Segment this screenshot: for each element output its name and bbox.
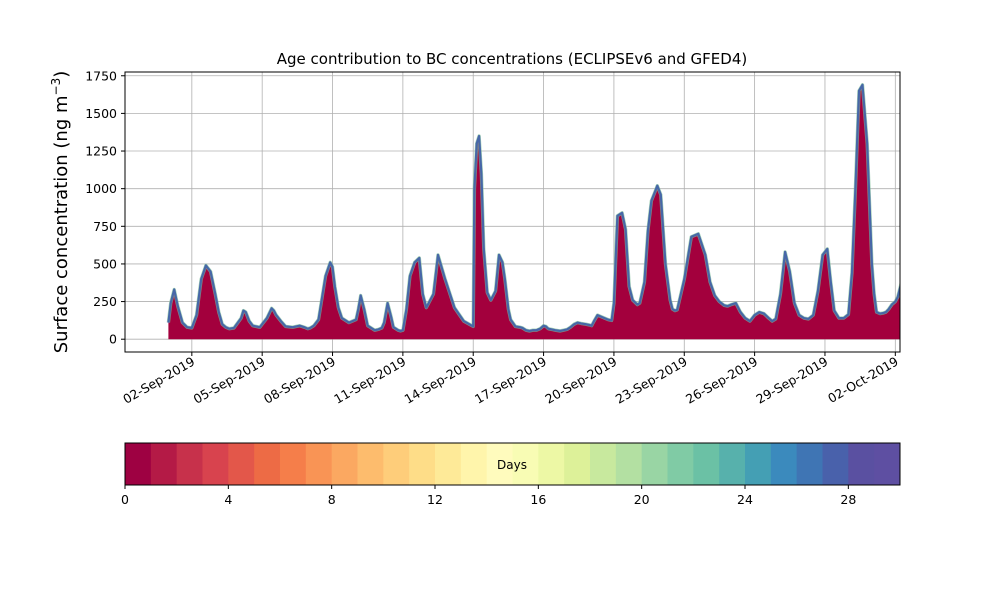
colorbar: 0 4 8 12 16 20 24 28 (121, 442, 901, 507)
y-axis-label-close: ) (51, 71, 72, 78)
colorbar-segment (796, 443, 823, 485)
y-tick-label: 1250 (85, 144, 117, 159)
plot-frame (124, 71, 901, 353)
colorbar-segment (512, 443, 539, 485)
area-layer (166, 83, 900, 340)
colorbar-segment (615, 443, 643, 485)
x-tick-label: 17-Sep-2019 (472, 354, 549, 407)
colorbar-tick-label: 12 (427, 492, 443, 507)
colorbar-segment (486, 443, 513, 485)
y-axis: 0 250 500 750 1000 1250 1500 1750 (85, 68, 125, 347)
colorbar-tick-label: 20 (634, 492, 650, 507)
colorbar-segment (435, 443, 462, 485)
y-axis-label-exponent: −3 (49, 78, 63, 96)
colorbar-tick-label: 0 (121, 492, 129, 507)
colorbar-segment (822, 443, 849, 485)
colorbar-segment (176, 443, 203, 485)
x-tick-label: 11-Sep-2019 (331, 354, 408, 407)
y-tick-label: 0 (109, 332, 117, 347)
y-tick-label: 750 (93, 219, 117, 234)
colorbar-segment (641, 443, 668, 485)
colorbar-tick-label: 4 (224, 492, 232, 507)
colorbar-segment (383, 443, 410, 485)
y-tick-label: 1500 (85, 106, 117, 121)
colorbar-tick-label: 28 (840, 492, 856, 507)
colorbar-segment (280, 443, 307, 485)
colorbar-tick-label: 16 (530, 492, 546, 507)
x-tick-label: 14-Sep-2019 (402, 354, 479, 407)
colorbar-segment (305, 443, 333, 485)
colorbar-segment (590, 443, 617, 485)
y-axis-label-main: Surface concentration (ng m (51, 95, 72, 353)
colorbar-segment (409, 443, 436, 485)
colorbar-segment (667, 443, 694, 485)
colorbar-segment (125, 443, 152, 485)
x-tick-label: 23-Sep-2019 (613, 354, 690, 407)
x-tick-label: 05-Sep-2019 (191, 354, 268, 407)
colorbar-frame (124, 442, 901, 486)
colorbar-segment (254, 443, 281, 485)
y-tick-label: 250 (93, 294, 117, 309)
series-outline (167, 83, 900, 332)
y-tick-label: 1000 (85, 181, 117, 196)
colorbar-segment (745, 443, 772, 485)
colorbar-tick-label: 8 (328, 492, 336, 507)
colorbar-segment (693, 443, 720, 485)
chart-title: Age contribution to BC concentrations (E… (277, 50, 748, 68)
colorbar-segment (460, 443, 488, 485)
colorbar-segment (848, 443, 875, 485)
x-tick-label: 26-Sep-2019 (683, 354, 760, 407)
x-tick-label: 29-Sep-2019 (753, 354, 830, 407)
x-tick-label: 20-Sep-2019 (542, 354, 619, 407)
colorbar-segment (150, 443, 178, 485)
x-axis: 02-Sep-201905-Sep-201908-Sep-201911-Sep-… (120, 352, 901, 407)
x-tick-label: 02-Sep-2019 (120, 354, 197, 407)
colorbar-segment (564, 443, 591, 485)
y-tick-label: 500 (93, 256, 117, 271)
colorbar-segment (874, 443, 901, 485)
colorbar-segment (228, 443, 255, 485)
y-tick-label: 1750 (85, 68, 117, 83)
colorbar-segment (770, 443, 798, 485)
x-tick-label: 02-Oct-2019 (825, 354, 901, 406)
colorbar-tick-label: 24 (737, 492, 753, 507)
colorbar-label: Days (497, 458, 527, 472)
colorbar-segment (719, 443, 746, 485)
colorbar-segment (331, 443, 358, 485)
y-axis-label: Surface concentration (ng m−3) (49, 71, 72, 354)
colorbar-segment (538, 443, 565, 485)
area-age-contribution (168, 84, 900, 340)
colorbar-segment (202, 443, 229, 485)
colorbar-segment (357, 443, 384, 485)
x-tick-label: 08-Sep-2019 (261, 354, 338, 407)
